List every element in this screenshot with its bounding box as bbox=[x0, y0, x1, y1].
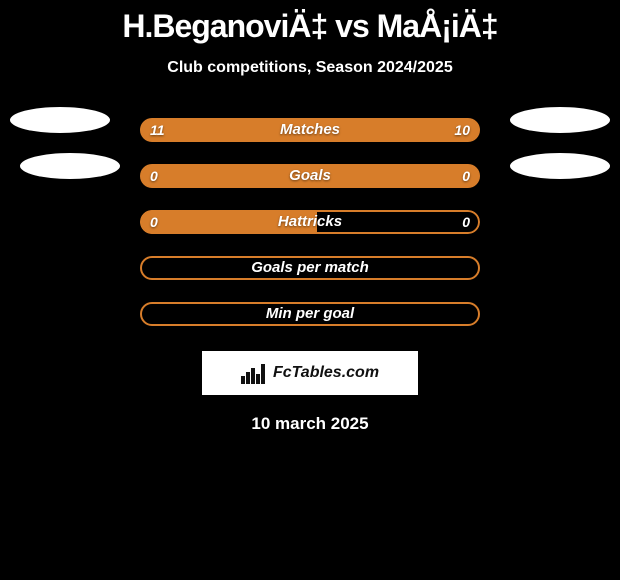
stat-label: Goals per match bbox=[140, 256, 480, 280]
source-logo-inner: FcTables.com bbox=[202, 351, 418, 395]
photo-ellipse-right bbox=[510, 153, 610, 179]
source-logo-text: FcTables.com bbox=[273, 364, 379, 382]
stat-row-goals: 0 Goals 0 bbox=[0, 153, 620, 199]
date-label: 10 march 2025 bbox=[0, 414, 620, 434]
bar-chart-icon bbox=[241, 362, 267, 384]
stat-label: Hattricks bbox=[140, 210, 480, 234]
stat-label: Goals bbox=[140, 164, 480, 188]
page-title: H.BeganoviÄ‡ vs MaÅ¡iÄ‡ bbox=[0, 0, 620, 45]
stat-rows: 11 Matches 10 0 Goals 0 0 Hattricks 0 bbox=[0, 107, 620, 337]
stat-value-right: 0 bbox=[462, 164, 470, 188]
stat-row-hattricks: 0 Hattricks 0 bbox=[0, 199, 620, 245]
stat-label: Min per goal bbox=[140, 302, 480, 326]
stat-label: Matches bbox=[140, 118, 480, 142]
stat-row-matches: 11 Matches 10 bbox=[0, 107, 620, 153]
comparison-card: H.BeganoviÄ‡ vs MaÅ¡iÄ‡ Club competition… bbox=[0, 0, 620, 580]
source-logo: FcTables.com bbox=[202, 351, 418, 395]
stat-value-right: 10 bbox=[454, 118, 470, 142]
stat-value-right: 0 bbox=[462, 210, 470, 234]
photo-ellipse-right bbox=[510, 107, 610, 133]
photo-ellipse-left bbox=[20, 153, 120, 179]
stat-row-min-per-goal: Min per goal bbox=[0, 291, 620, 337]
stat-row-goals-per-match: Goals per match bbox=[0, 245, 620, 291]
photo-ellipse-left bbox=[10, 107, 110, 133]
page-subtitle: Club competitions, Season 2024/2025 bbox=[0, 59, 620, 77]
